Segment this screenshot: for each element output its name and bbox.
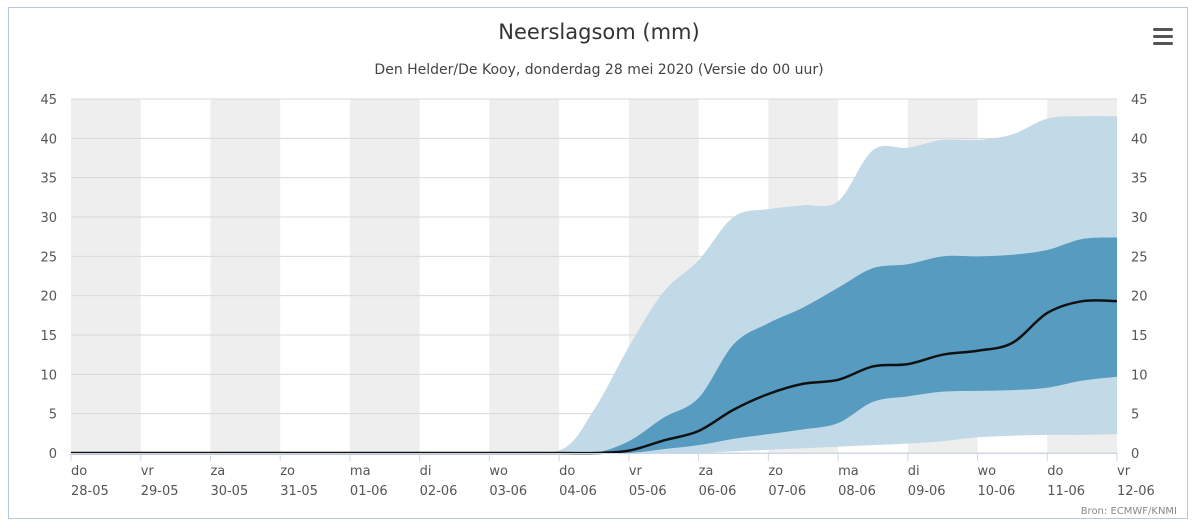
x-tick-date: 07-06 <box>768 484 806 499</box>
y-tick-label-left: 45 <box>40 93 57 108</box>
x-tick-day: za <box>210 464 225 479</box>
x-tick-date: 03-06 <box>489 484 527 499</box>
x-tick-date: 28-05 <box>71 484 109 499</box>
x-tick-date: 31-05 <box>280 484 318 499</box>
y-tick-label-left: 25 <box>40 250 57 265</box>
day-band <box>71 99 141 453</box>
day-band <box>349 99 420 453</box>
x-tick-day: zo <box>768 464 783 479</box>
y-tick-label-right: 10 <box>1131 368 1148 383</box>
x-tick-date: 10-06 <box>978 484 1016 499</box>
y-axis-left: 0 5 10 15 20 25 30 35 40 45 <box>40 93 57 462</box>
inner-range-area <box>71 237 1117 454</box>
x-tick-day: za <box>699 464 714 479</box>
y-tick-label-right: 15 <box>1131 329 1148 344</box>
y-tick-label-left: 0 <box>49 447 57 462</box>
chart-subtitle: Den Helder/De Kooy, donderdag 28 mei 202… <box>374 62 823 78</box>
day-band <box>489 99 560 453</box>
x-tick-day: wo <box>489 464 508 479</box>
y-tick-label-left: 30 <box>40 211 57 226</box>
x-tick-day: di <box>908 464 920 479</box>
y-tick-label-right: 40 <box>1131 132 1148 147</box>
x-tick-day: do <box>1047 464 1063 479</box>
x-tick-day: wo <box>978 464 997 479</box>
y-tick-label-left: 10 <box>40 368 57 383</box>
series-areas <box>71 116 1117 455</box>
y-axis-right: 0 5 10 15 20 25 30 35 40 45 <box>1131 93 1148 462</box>
y-tick-label-right: 45 <box>1131 93 1148 108</box>
chart-credits: Bron: ECMWF/KNMI <box>1081 506 1177 517</box>
x-tick-date: 04-06 <box>559 484 597 499</box>
x-tick-date: 12-06 <box>1117 484 1155 499</box>
x-tick-date: 02-06 <box>420 484 458 499</box>
x-tick-day: do <box>71 464 87 479</box>
x-tick-day: vr <box>1117 464 1131 479</box>
y-tick-label-right: 20 <box>1131 290 1148 305</box>
chart-title: Neerslagsom (mm) <box>498 20 699 44</box>
y-tick-label-left: 5 <box>49 408 57 423</box>
x-tick-date: 11-06 <box>1047 484 1085 499</box>
x-tick-date: 08-06 <box>838 484 876 499</box>
x-axis: do 28-05 vr 29-05 za 30-05 zo 31-05 ma 01-06 di 02-… <box>70 453 1155 499</box>
x-tick-day: do <box>559 464 575 479</box>
day-band <box>210 99 281 453</box>
x-tick-day: vr <box>629 464 643 479</box>
y-tick-label-right: 30 <box>1131 211 1148 226</box>
y-tick-label-right: 0 <box>1131 447 1139 462</box>
x-tick-date: 09-06 <box>908 484 946 499</box>
x-tick-day: di <box>420 464 432 479</box>
x-tick-day: vr <box>141 464 155 479</box>
y-tick-label-left: 40 <box>40 132 57 147</box>
x-tick-date: 06-06 <box>699 484 737 499</box>
x-tick-day: zo <box>280 464 295 479</box>
y-tick-label-right: 5 <box>1131 408 1139 423</box>
x-tick-date: 05-06 <box>629 484 667 499</box>
x-tick-date: 29-05 <box>141 484 179 499</box>
y-tick-label-left: 20 <box>40 290 57 305</box>
y-tick-label-left: 15 <box>40 329 57 344</box>
x-tick-day: ma <box>838 464 859 479</box>
y-tick-label-right: 35 <box>1131 172 1148 187</box>
context-menu-icon[interactable] <box>1151 26 1175 46</box>
x-tick-day: ma <box>350 464 371 479</box>
chart-frame: 0 5 10 15 20 25 30 35 40 45 0 5 10 15 20 25 30 35 40 45 do… <box>8 7 1188 519</box>
x-tick-date: 30-05 <box>210 484 248 499</box>
precipitation-chart: 0 5 10 15 20 25 30 35 40 45 0 5 10 15 20 25 30 35 40 45 do… <box>40 20 1177 517</box>
x-tick-date: 01-06 <box>350 484 388 499</box>
y-tick-label-left: 35 <box>40 172 57 187</box>
y-tick-label-right: 25 <box>1131 250 1148 265</box>
